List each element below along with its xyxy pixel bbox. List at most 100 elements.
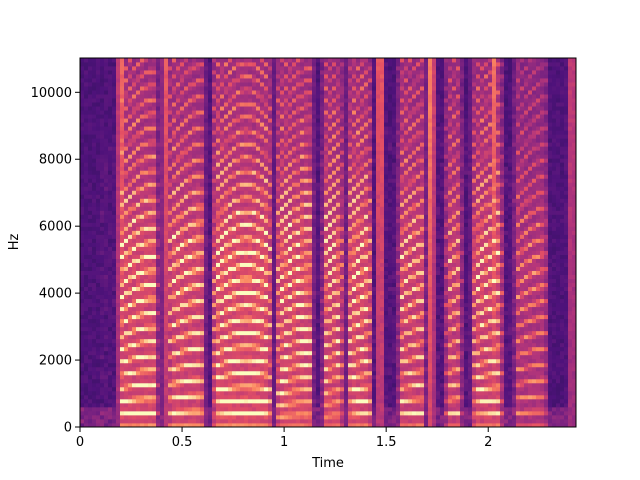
heatmap-cell: [160, 278, 165, 284]
heatmap-cell: [88, 250, 93, 255]
heatmap-cell: [184, 282, 189, 288]
heatmap-cell: [160, 198, 165, 203]
heatmap-cell: [244, 422, 249, 428]
heatmap-cell: [232, 74, 237, 79]
heatmap-cell: [276, 182, 281, 187]
heatmap-cell: [164, 294, 169, 300]
heatmap-cell: [276, 342, 281, 348]
heatmap-cell: [248, 202, 253, 207]
heatmap-cell: [156, 202, 161, 207]
heatmap-cell: [268, 330, 273, 336]
heatmap-cell: [100, 350, 105, 356]
heatmap-cell: [248, 222, 253, 227]
heatmap-cell: [84, 174, 89, 179]
heatmap-cell: [276, 134, 281, 139]
heatmap-cell: [108, 238, 113, 243]
heatmap-cell: [196, 258, 201, 263]
heatmap-cell: [292, 378, 297, 384]
heatmap-cell: [216, 82, 221, 87]
heatmap-cell: [244, 378, 249, 384]
heatmap-cell: [212, 86, 217, 91]
heatmap-cell: [216, 182, 221, 187]
heatmap-cell: [256, 70, 261, 75]
heatmap-cell: [188, 138, 193, 143]
heatmap-cell: [192, 258, 197, 263]
heatmap-cell: [252, 110, 257, 115]
heatmap-cell: [184, 82, 189, 87]
heatmap-cell: [160, 302, 165, 308]
heatmap-cell: [184, 222, 189, 227]
heatmap-cell: [296, 394, 301, 400]
heatmap-cell: [168, 398, 173, 404]
heatmap-cell: [96, 274, 101, 279]
heatmap-cell: [144, 274, 149, 279]
heatmap-cell: [164, 82, 169, 87]
heatmap-cell: [284, 286, 289, 292]
heatmap-cell: [224, 174, 229, 179]
heatmap-cell: [264, 394, 269, 400]
heatmap-cell: [220, 382, 225, 388]
heatmap-cell: [128, 306, 133, 312]
heatmap-cell: [240, 210, 245, 215]
heatmap-cell: [224, 114, 229, 119]
heatmap-cell: [280, 70, 285, 75]
heatmap-cell: [176, 134, 181, 139]
heatmap-cell: [204, 414, 209, 420]
heatmap-cell: [208, 126, 213, 131]
heatmap-cell: [128, 358, 133, 364]
heatmap-cell: [136, 414, 141, 420]
heatmap-cell: [116, 174, 121, 179]
heatmap-cell: [176, 362, 181, 368]
heatmap-cell: [244, 262, 249, 267]
heatmap-cell: [168, 242, 173, 247]
heatmap-cell: [144, 318, 149, 324]
heatmap-cell: [276, 122, 281, 127]
heatmap-cell: [104, 86, 109, 91]
heatmap-cell: [240, 390, 245, 396]
heatmap-cell: [244, 330, 249, 336]
heatmap-cell: [124, 194, 129, 199]
heatmap-cell: [268, 238, 273, 243]
heatmap-cell: [216, 206, 221, 211]
heatmap-cell: [212, 66, 217, 71]
heatmap-cell: [152, 234, 157, 239]
heatmap-cell: [284, 290, 289, 296]
heatmap-cell: [188, 66, 193, 71]
heatmap-cell: [184, 150, 189, 155]
heatmap-cell: [108, 130, 113, 135]
heatmap-cell: [284, 230, 289, 235]
heatmap-cell: [260, 262, 265, 267]
heatmap-cell: [140, 98, 145, 103]
heatmap-cell: [220, 342, 225, 348]
heatmap-cell: [212, 110, 217, 115]
heatmap-cell: [224, 246, 229, 251]
heatmap-cell: [180, 278, 185, 284]
heatmap-cell: [276, 418, 281, 424]
heatmap-cell: [232, 194, 237, 199]
heatmap-cell: [96, 350, 101, 356]
heatmap-cell: [132, 170, 137, 175]
heatmap-cell: [116, 218, 121, 223]
heatmap-cell: [128, 194, 133, 199]
heatmap-cell: [132, 146, 137, 151]
heatmap-cell: [296, 370, 301, 376]
heatmap-cell: [264, 282, 269, 288]
heatmap-cell: [104, 238, 109, 243]
heatmap-cell: [140, 106, 145, 111]
heatmap-cell: [244, 166, 249, 171]
heatmap-cell: [216, 246, 221, 251]
heatmap-cell: [148, 98, 153, 103]
heatmap-cell: [200, 374, 205, 380]
heatmap-cell: [116, 362, 121, 368]
heatmap-cell: [268, 98, 273, 103]
heatmap-cell: [244, 182, 249, 187]
heatmap-cell: [80, 262, 85, 267]
heatmap-cell: [80, 422, 85, 428]
heatmap-cell: [136, 398, 141, 404]
heatmap-cell: [108, 170, 113, 175]
heatmap-cell: [120, 58, 125, 63]
heatmap-cell: [80, 246, 85, 251]
heatmap-cell: [164, 418, 169, 424]
heatmap-cell: [252, 86, 257, 91]
heatmap-cell: [180, 246, 185, 251]
